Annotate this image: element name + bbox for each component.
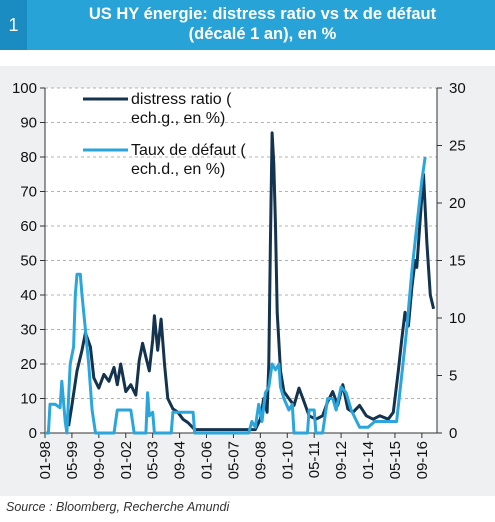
y-left-tick-label: 40 — [20, 287, 37, 304]
x-tick-label: 05-03 — [145, 441, 162, 479]
x-tick-label: 05-07 — [225, 441, 242, 479]
y-right-tick-label: 5 — [449, 368, 457, 385]
y-right-tick-label: 25 — [449, 138, 466, 155]
figure-header: 1 US HY énergie: distress ratio vs tx de… — [0, 0, 495, 50]
x-tick-label: 01-10 — [279, 441, 296, 479]
figure-title: US HY énergie: distress ratio vs tx de d… — [30, 4, 495, 44]
y-left-tick-label: 10 — [20, 391, 37, 408]
figure-title-line-2: (décalé 1 an), en % — [188, 25, 337, 43]
figure-title-line-1: US HY énergie: distress ratio vs tx de d… — [88, 5, 437, 23]
chart: 0 10 20 30 40 50 60 70 80 90 100 0 5 10 15 20 25 30 01-98 0… — [12, 80, 466, 479]
x-tick-label: 01-14 — [360, 441, 377, 479]
y-left-tick-label: 50 — [20, 253, 37, 270]
legend-label: ech.g., en %) — [131, 110, 225, 127]
y-left-tick-label: 90 — [20, 115, 37, 132]
legend: distress ratio ( ech.g., en %) Taux de déf… — [83, 91, 246, 178]
x-tick-label: 09-16 — [414, 441, 431, 479]
y-left-tick-label: 70 — [20, 184, 37, 201]
x-tick-label: 05-99 — [64, 441, 81, 479]
y-left-tick-label: 30 — [20, 322, 37, 339]
legend-label: distress ratio ( — [131, 91, 232, 108]
x-tick-label: 09-12 — [333, 441, 350, 479]
y-left-tick-label: 80 — [20, 149, 37, 166]
series-line-taux-de-defaut — [45, 156, 427, 435]
y-right-tick-label: 0 — [449, 425, 457, 442]
gridlines — [45, 87, 437, 433]
x-tick-label: 01-98 — [37, 441, 54, 479]
series-line-distress-ratio — [67, 131, 436, 432]
y-left-tick-label: 100 — [12, 80, 37, 97]
plot-area — [45, 88, 437, 433]
y-left-tick-label: 0 — [29, 425, 37, 442]
figure-number: 1 — [0, 0, 27, 50]
source-note: Source : Bloomberg, Recherche Amundi — [6, 500, 230, 514]
y-right-tick-label: 20 — [449, 195, 466, 212]
x-tick-label: 09-00 — [91, 441, 108, 479]
x-tick-label: 09-08 — [252, 441, 269, 479]
x-tick-label: 01-06 — [199, 441, 216, 479]
y-left-tick-label: 60 — [20, 218, 37, 235]
axes: 0 10 20 30 40 50 60 70 80 90 100 0 5 10 15 20 25 30 01-98 0… — [12, 80, 466, 479]
series-lines — [45, 131, 436, 435]
y-right-tick-label: 15 — [449, 253, 466, 270]
y-left-tick-label: 20 — [20, 356, 37, 373]
x-tick-label: 09-04 — [172, 441, 189, 479]
x-tick-label: 05-15 — [387, 441, 404, 479]
legend-label: ech.d., en %) — [131, 161, 225, 178]
legend-label: Taux de défaut ( — [131, 142, 246, 159]
x-tick-label: 05-11 — [306, 441, 323, 478]
y-right-tick-label: 30 — [449, 80, 466, 97]
x-tick-label: 01-02 — [118, 441, 135, 479]
y-right-tick-label: 10 — [449, 310, 466, 327]
